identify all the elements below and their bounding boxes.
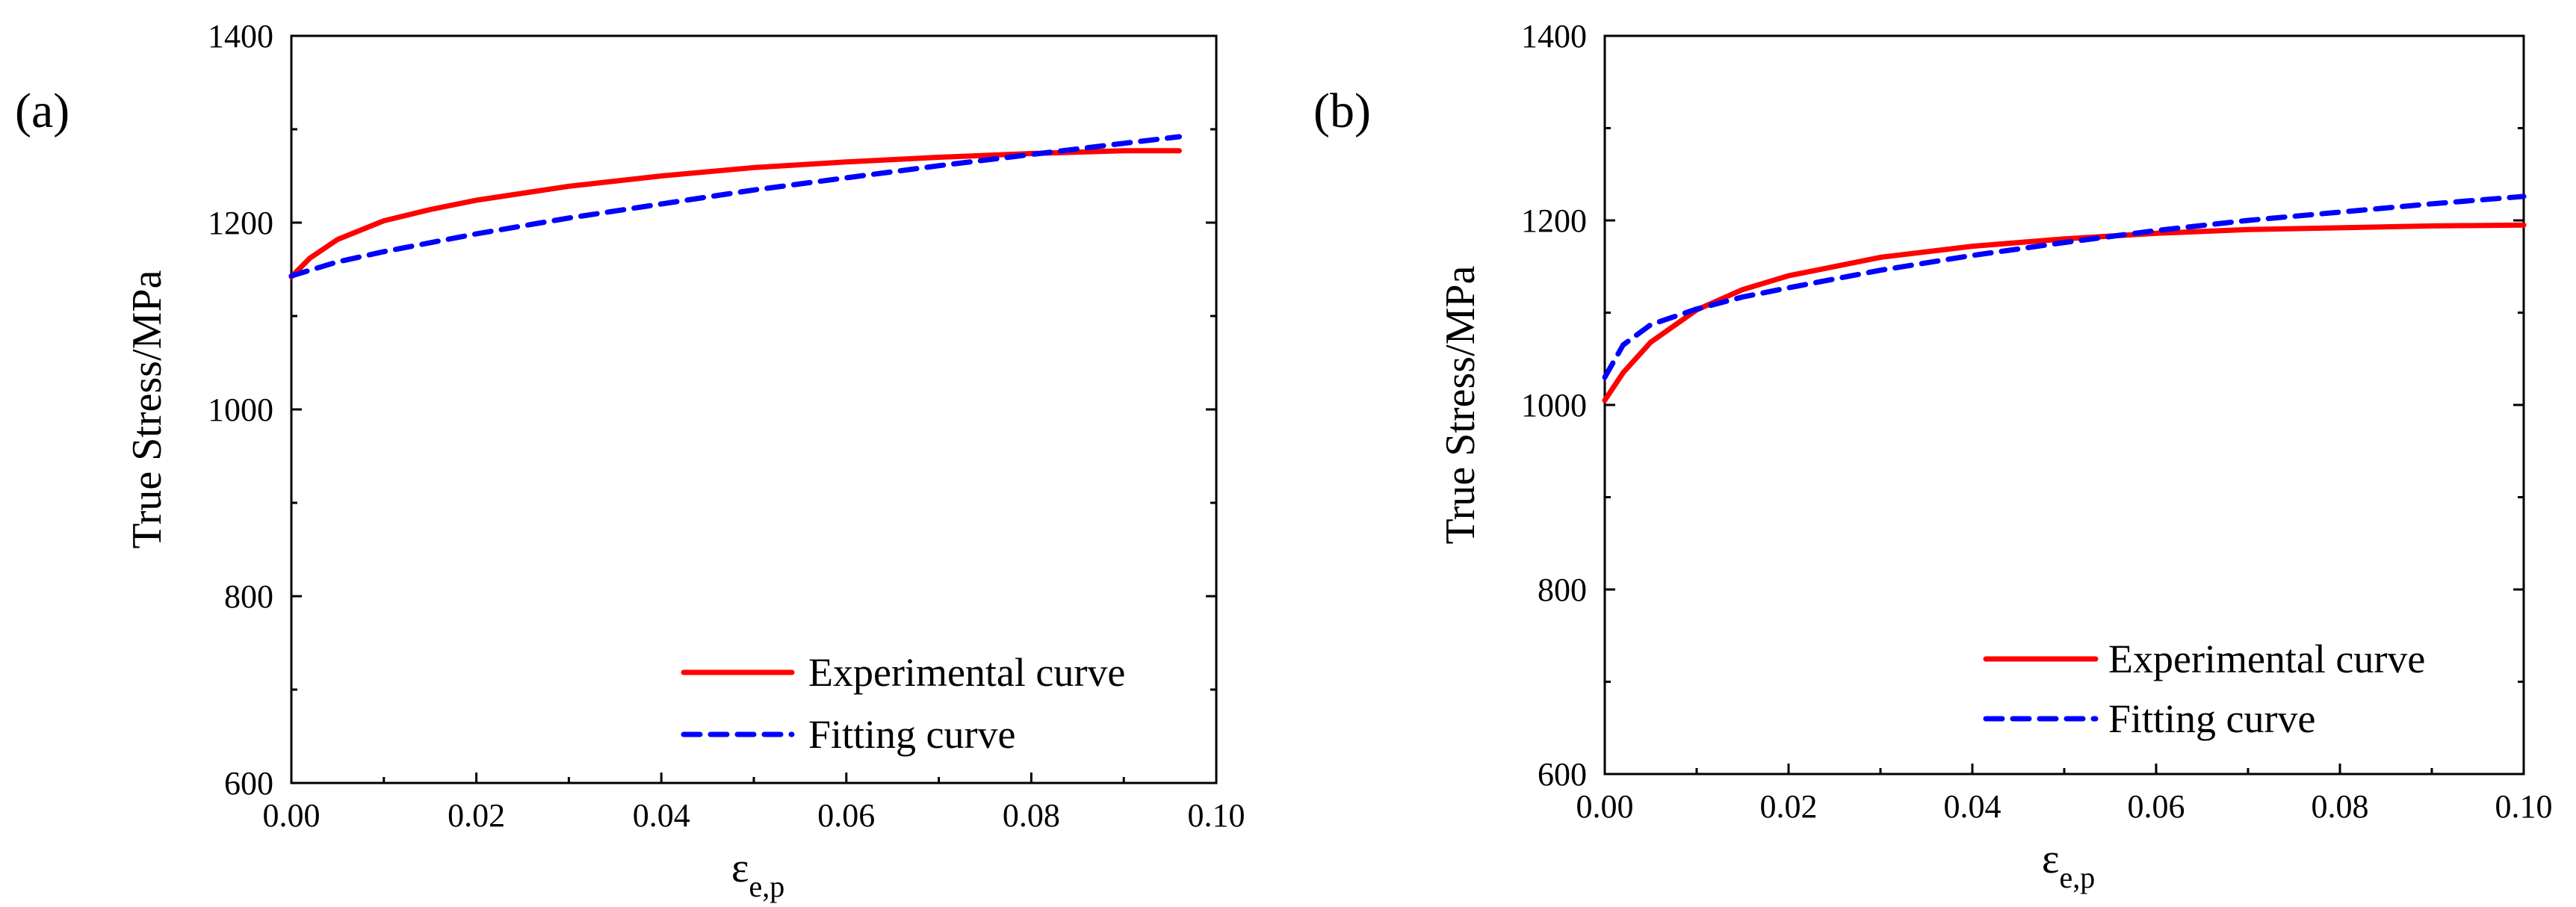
chart-b-legend-fitting-curve-label: Fitting curve (2108, 696, 2315, 741)
chart-b-y-tick-label: 1000 (1521, 387, 1587, 424)
chart-b-x-axis-title-subscript: e,p (2060, 861, 2096, 894)
chart-a-y-tick-label: 1000 (208, 391, 273, 428)
chart-a-x-tick-label: 0.04 (633, 797, 690, 834)
chart-a-y-tick-label: 1400 (208, 18, 273, 55)
chart-a-x-axis-title-subscript: e,p (749, 870, 785, 903)
chart-b-x-tick-label: 0.08 (2312, 788, 2369, 825)
chart-b-x-tick-label: 0.10 (2495, 788, 2553, 825)
chart-a-x-tick-label: 0.08 (1003, 797, 1060, 834)
chart-a-x-tick-label: 0.10 (1188, 797, 1245, 834)
chart-a-y-axis-title: True Stress/MPa (124, 270, 170, 548)
chart-a-x-axis-title-main: ε (731, 845, 749, 891)
chart-b-y-tick-label: 800 (1538, 572, 1587, 608)
chart-b-x-tick-label: 0.04 (1944, 788, 2001, 825)
chart-a-x-tick-label: 0.00 (263, 797, 321, 834)
chart-b-y-tick-label: 600 (1538, 756, 1587, 793)
chart-a-x-tick-label: 0.02 (448, 797, 505, 834)
chart-b-y-tick-label: 1200 (1521, 202, 1587, 239)
chart-a-series-experimental-curve-line (288, 148, 1182, 279)
chart-b-series-fitting-curve-line (1602, 194, 2527, 380)
chart-b-x-axis-title: εe,p (2042, 836, 2095, 894)
chart-b: 0.00 0.02 0.04 0.06 0.08 0.10 600 800 1000 1200 14… (1313, 18, 2553, 894)
chart-b-legend-experimental-curve-label: Experimental curve (2108, 637, 2425, 681)
chart-a-panel-label: (a) (15, 84, 69, 138)
chart-b-panel-label: (b) (1313, 84, 1371, 138)
chart-b-x-tick-label: 0.06 (2128, 788, 2185, 825)
chart-b-x-tick-label: 0.00 (1576, 788, 1634, 825)
chart-a-x-tick-label: 0.06 (817, 797, 875, 834)
chart-a-y-tick-label: 800 (224, 578, 273, 615)
chart-a-series-fitting-curve-line (288, 134, 1182, 279)
chart-b-y-axis-title: True Stress/MPa (1437, 265, 1484, 544)
chart-b-x-tick-label: 0.02 (1760, 788, 1818, 825)
chart-b-y-tick-label: 1400 (1521, 18, 1587, 55)
chart-a-y-tick-label: 600 (224, 765, 273, 802)
chart-a-y-tick-label: 1200 (208, 205, 273, 241)
chart-b-series-experimental-curve-line (1602, 222, 2527, 403)
chart-a-legend-experimental-curve-label: Experimental curve (808, 650, 1125, 695)
chart-a-x-axis-title: εe,p (731, 845, 784, 903)
chart-b-x-axis-title-main: ε (2042, 836, 2060, 882)
chart-a: 0.00 0.02 0.04 0.06 0.08 0.10 600 800 1000 1200 14… (15, 18, 1245, 903)
chart-a-legend-fitting-curve-label: Fitting curve (808, 712, 1015, 757)
